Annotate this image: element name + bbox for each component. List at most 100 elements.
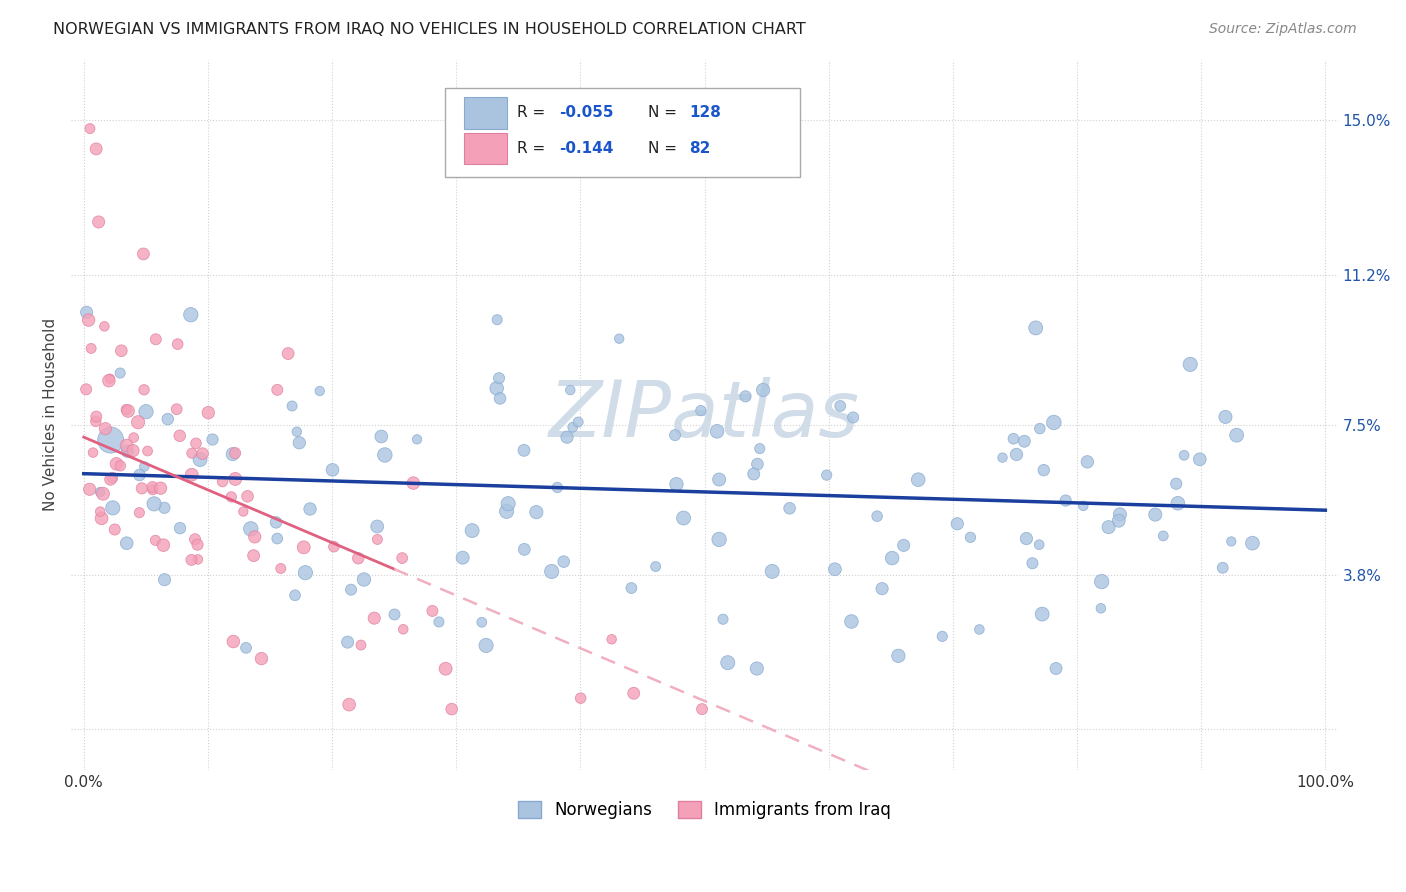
Point <box>569 691 592 706</box>
Point <box>1090 601 1112 615</box>
Point <box>110 458 132 473</box>
Point <box>281 399 304 413</box>
Point <box>1029 421 1052 435</box>
Point <box>1188 452 1211 467</box>
Point <box>560 383 582 397</box>
Point <box>707 533 730 547</box>
Point <box>224 446 246 460</box>
Point <box>486 312 509 326</box>
Point <box>294 566 316 580</box>
Point <box>347 551 370 566</box>
Point <box>689 403 711 417</box>
Point <box>1031 607 1053 621</box>
Point <box>97 374 120 388</box>
Point <box>1076 455 1098 469</box>
Point <box>153 573 176 587</box>
Text: 128: 128 <box>689 105 721 120</box>
Point <box>1220 534 1243 549</box>
Point <box>180 308 202 322</box>
Point <box>222 447 245 461</box>
Point <box>277 346 299 360</box>
Point <box>1241 536 1264 550</box>
Point <box>1054 493 1077 508</box>
Point <box>1152 529 1174 543</box>
Point <box>105 457 128 471</box>
Point <box>1025 321 1047 335</box>
Point <box>187 552 209 566</box>
Point <box>842 410 865 425</box>
Point <box>134 459 156 474</box>
Point <box>84 414 107 428</box>
Point <box>186 538 208 552</box>
Point <box>337 698 360 712</box>
Point <box>191 447 214 461</box>
Text: R =: R = <box>517 141 550 156</box>
Point <box>166 402 188 417</box>
FancyBboxPatch shape <box>464 133 508 164</box>
Point <box>184 533 207 547</box>
Point <box>815 468 838 483</box>
Point <box>264 516 287 530</box>
Point <box>946 516 969 531</box>
Point <box>706 425 728 439</box>
Text: NORWEGIAN VS IMMIGRANTS FROM IRAQ NO VEHICLES IN HOUSEHOLD CORRELATION CHART: NORWEGIAN VS IMMIGRANTS FROM IRAQ NO VEH… <box>53 22 806 37</box>
Point <box>513 443 536 458</box>
Point <box>513 542 536 557</box>
Point <box>145 533 167 548</box>
Point <box>553 555 575 569</box>
Point <box>122 431 145 445</box>
Point <box>321 463 343 477</box>
Point <box>391 551 413 566</box>
Point <box>98 372 121 386</box>
Point <box>145 332 167 346</box>
Y-axis label: No Vehicles in Household: No Vehicles in Household <box>44 318 58 511</box>
Point <box>169 429 191 443</box>
Point <box>90 511 112 525</box>
Point <box>115 444 138 458</box>
Point <box>779 501 801 516</box>
Point <box>89 505 111 519</box>
FancyBboxPatch shape <box>444 88 800 177</box>
Point <box>893 538 915 552</box>
Point <box>322 540 344 554</box>
Point <box>489 392 512 406</box>
Point <box>882 551 904 566</box>
Point <box>1043 416 1066 430</box>
Point <box>243 530 266 544</box>
Point <box>222 634 245 648</box>
Point <box>485 381 508 395</box>
Point <box>907 473 929 487</box>
Point <box>232 505 254 519</box>
Point <box>131 481 153 495</box>
Point <box>931 629 953 643</box>
Point <box>115 439 138 453</box>
Point <box>115 536 138 550</box>
Point <box>422 604 444 618</box>
Point <box>555 430 578 444</box>
Point <box>841 615 863 629</box>
Point <box>540 565 562 579</box>
Point <box>166 337 188 351</box>
Point <box>152 538 174 552</box>
Point <box>79 483 101 497</box>
Point <box>672 511 695 525</box>
Point <box>366 519 388 533</box>
Point <box>89 485 111 500</box>
Point <box>142 483 165 497</box>
Point <box>366 533 388 547</box>
Text: Source: ZipAtlas.com: Source: ZipAtlas.com <box>1209 22 1357 37</box>
Point <box>299 502 322 516</box>
Point <box>392 622 415 636</box>
Point <box>169 521 191 535</box>
Point <box>266 532 288 546</box>
Point <box>1212 561 1234 575</box>
Point <box>101 470 124 484</box>
Point <box>711 612 734 626</box>
Point <box>285 425 308 439</box>
Point <box>451 550 474 565</box>
Point <box>546 480 568 494</box>
Point <box>100 433 122 447</box>
Point <box>488 371 510 385</box>
Point <box>1071 499 1094 513</box>
Point <box>79 121 101 136</box>
